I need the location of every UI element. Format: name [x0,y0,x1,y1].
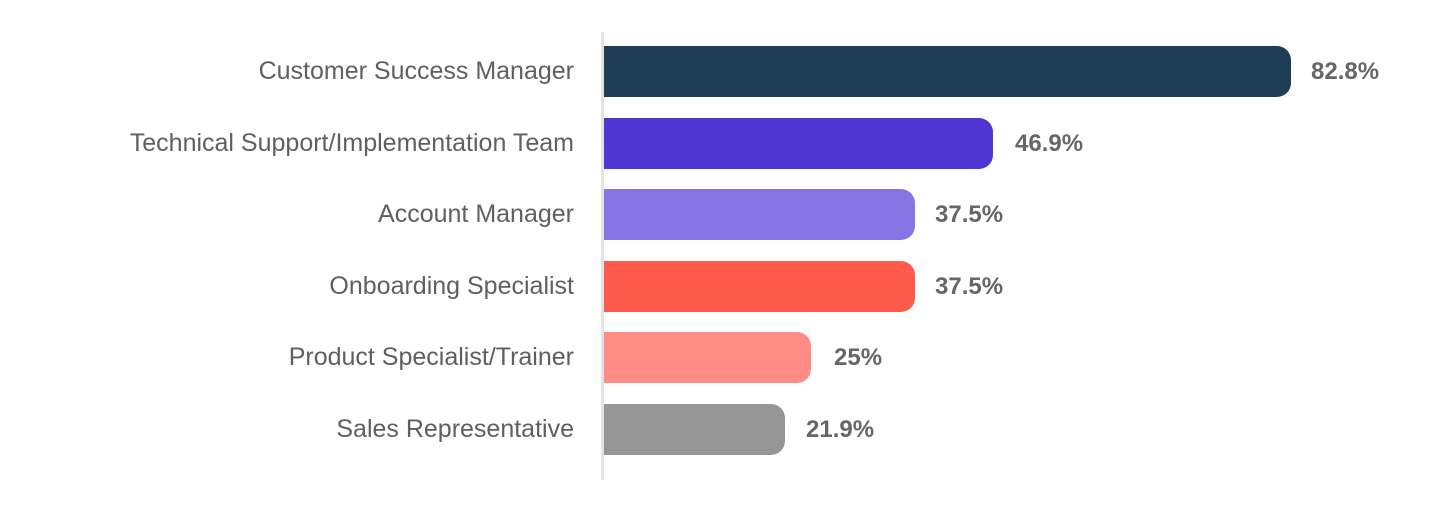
bar-row: Customer Success Manager 82.8% [0,46,1452,97]
value-label: 21.9% [806,416,875,443]
bar [604,332,811,383]
category-label: Customer Success Manager [258,57,574,85]
value-label: 82.8% [1311,58,1380,85]
category-label: Sales Representative [336,415,574,443]
value-label: 37.5% [935,201,1004,228]
value-label: 25% [834,344,883,371]
category-label: Account Manager [378,200,574,228]
bar [604,404,785,455]
category-label: Onboarding Specialist [329,272,574,300]
bar-row: Account Manager 37.5% [0,189,1452,240]
bar-row: Technical Support/Implementation Team 46… [0,118,1452,169]
bar [604,261,915,312]
bar [604,189,915,240]
bar-row: Onboarding Specialist 37.5% [0,261,1452,312]
bar-row: Product Specialist/Trainer 25% [0,332,1452,383]
bar [604,118,993,169]
category-label: Technical Support/Implementation Team [129,129,574,157]
bar [604,46,1291,97]
category-label: Product Specialist/Trainer [288,343,574,371]
y-axis-line [601,32,604,480]
value-label: 46.9% [1015,130,1084,157]
bar-row: Sales Representative 21.9% [0,404,1452,455]
value-label: 37.5% [935,273,1004,300]
